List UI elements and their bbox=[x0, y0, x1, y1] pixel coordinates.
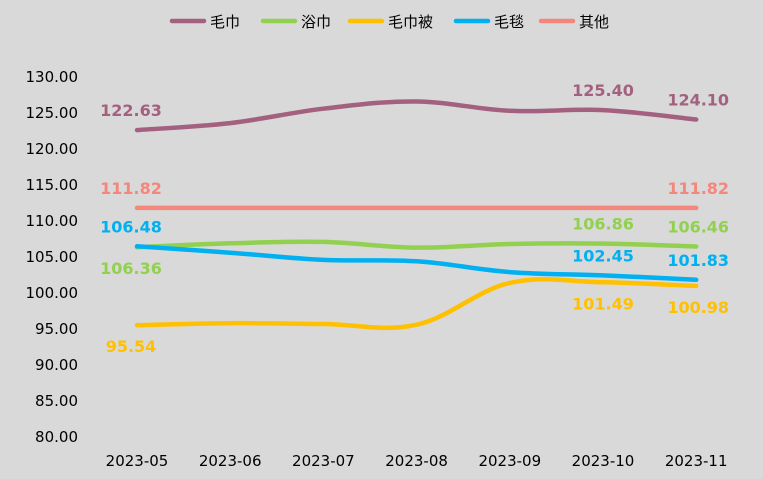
data-label: 106.46 bbox=[667, 217, 729, 236]
data-label: 122.63 bbox=[100, 101, 162, 120]
data-label: 106.86 bbox=[572, 215, 634, 234]
y-tick-label: 120.00 bbox=[26, 140, 79, 158]
data-label: 106.36 bbox=[100, 259, 162, 278]
y-tick-label: 105.00 bbox=[26, 248, 79, 266]
data-label: 95.54 bbox=[106, 337, 157, 356]
legend-label: 其他 bbox=[579, 13, 609, 31]
y-tick-label: 115.00 bbox=[26, 176, 79, 194]
x-tick-label: 2023-05 bbox=[106, 452, 169, 470]
legend-item: 毛毯 bbox=[453, 13, 524, 31]
legend-label: 毛巾 bbox=[210, 13, 240, 31]
data-label: 111.82 bbox=[100, 179, 162, 198]
x-tick-label: 2023-06 bbox=[199, 452, 262, 470]
y-tick-label: 125.00 bbox=[26, 104, 79, 122]
x-axis: 2023-05 2023-06 2023-07 2023-08 2023-09 2023-… bbox=[106, 452, 728, 470]
legend-item: 毛巾被 bbox=[347, 13, 433, 31]
legend-item: 其他 bbox=[538, 13, 609, 31]
series-lines bbox=[134, 99, 699, 331]
data-label: 100.98 bbox=[667, 298, 729, 317]
y-axis: 80.00 85.00 90.00 95.00 100.00 105.00 110.00 11… bbox=[26, 68, 79, 446]
data-labels: 122.63 125.40 124.10 106.36 106.86 106.46 95.5… bbox=[100, 81, 729, 356]
y-tick-label: 130.00 bbox=[26, 68, 79, 86]
x-tick-label: 2023-11 bbox=[665, 452, 728, 470]
data-label: 101.83 bbox=[667, 251, 729, 270]
y-tick-label: 100.00 bbox=[26, 284, 79, 302]
data-label: 125.40 bbox=[572, 81, 634, 100]
series-line-0 bbox=[134, 99, 699, 133]
x-tick-label: 2023-07 bbox=[292, 452, 355, 470]
x-tick-label: 2023-09 bbox=[478, 452, 541, 470]
legend-label: 毛巾被 bbox=[388, 13, 433, 31]
series-line-3 bbox=[134, 244, 699, 283]
series-line-2 bbox=[134, 276, 699, 331]
y-tick-label: 110.00 bbox=[26, 212, 79, 230]
data-label: 101.49 bbox=[572, 294, 634, 313]
legend-item: 毛巾 bbox=[169, 13, 240, 31]
y-tick-label: 85.00 bbox=[35, 392, 78, 410]
legend-label: 浴巾 bbox=[301, 13, 331, 31]
x-tick-label: 2023-10 bbox=[572, 452, 635, 470]
legend-item: 浴巾 bbox=[260, 13, 331, 31]
y-tick-label: 80.00 bbox=[35, 428, 78, 446]
y-tick-label: 90.00 bbox=[35, 356, 78, 374]
y-tick-label: 95.00 bbox=[35, 320, 78, 338]
data-label: 102.45 bbox=[572, 246, 634, 265]
legend: 毛巾 浴巾 毛巾被 毛毯 其他 bbox=[169, 13, 609, 31]
x-tick-label: 2023-08 bbox=[385, 452, 448, 470]
legend-label: 毛毯 bbox=[494, 13, 524, 31]
data-label: 106.48 bbox=[100, 217, 162, 236]
data-label: 124.10 bbox=[667, 90, 729, 109]
data-label: 111.82 bbox=[667, 179, 729, 198]
